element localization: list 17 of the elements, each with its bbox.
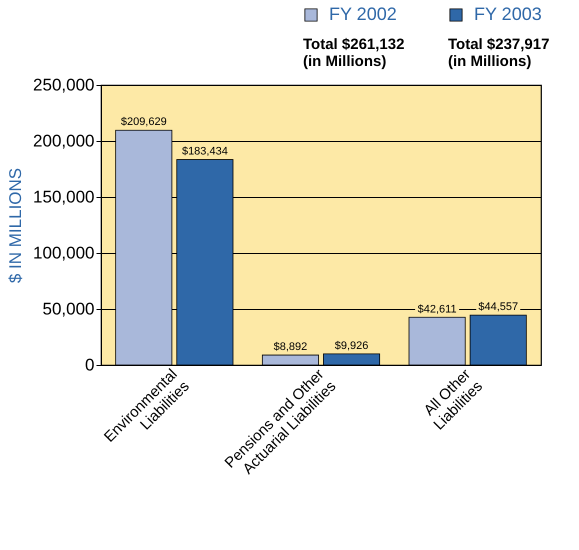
- y-axis-title: $ IN MILLIONS: [6, 168, 26, 284]
- y-tick-label: 100,000: [33, 244, 94, 262]
- legend-label: FY 2002: [329, 4, 397, 24]
- data-label: $183,434: [182, 146, 228, 158]
- y-tick-label: 0: [85, 356, 94, 374]
- data-label: $8,892: [274, 341, 308, 354]
- data-label: $9,926: [334, 340, 368, 352]
- data-label: $44,557: [478, 301, 518, 314]
- text: Total $261,132 (in Millions): [303, 36, 404, 70]
- y-tick-label: 250,000: [33, 76, 94, 94]
- legend-label: FY 2003: [474, 4, 542, 24]
- text: Total $237,917 (in Millions): [448, 36, 550, 70]
- y-tick-label: 200,000: [33, 132, 94, 150]
- data-label: $42,611: [418, 303, 457, 316]
- data-label: $209,629: [120, 116, 167, 128]
- y-tick-label: 150,000: [33, 188, 94, 206]
- y-tick-label: 50,000: [42, 300, 94, 318]
